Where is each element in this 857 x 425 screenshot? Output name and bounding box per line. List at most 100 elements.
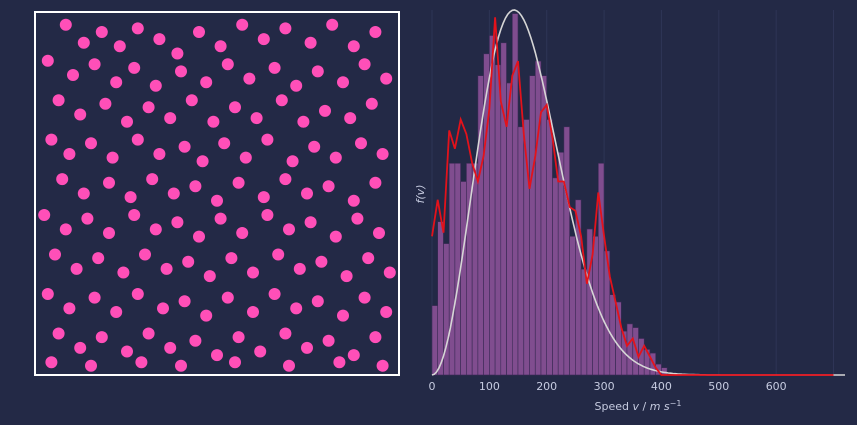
- particle: [160, 262, 173, 275]
- particle: [135, 356, 148, 369]
- histogram-bars: [431, 13, 668, 376]
- particle: [293, 262, 306, 275]
- particle: [283, 223, 295, 236]
- particle: [56, 173, 69, 186]
- particle: [275, 94, 288, 107]
- histogram-bar: [494, 64, 502, 376]
- particle: [369, 26, 382, 38]
- particle: [67, 69, 79, 81]
- particle: [49, 248, 61, 261]
- particle: [131, 288, 144, 300]
- y-axis-label: f(v): [414, 185, 427, 204]
- particle: [74, 108, 87, 121]
- particle: [131, 133, 144, 146]
- particle: [369, 331, 382, 344]
- particle: [52, 327, 65, 340]
- particle: [286, 155, 299, 168]
- particle: [257, 33, 270, 46]
- particle: [337, 76, 349, 89]
- particle: [232, 176, 245, 189]
- particle: [41, 54, 54, 67]
- particle: [45, 356, 58, 369]
- particle: [128, 61, 141, 74]
- particle: [182, 255, 195, 268]
- particle: [171, 216, 184, 229]
- histogram-bar: [517, 126, 524, 376]
- histogram-bar: [546, 119, 553, 376]
- particle: [290, 302, 303, 315]
- particle: [45, 133, 58, 146]
- particle: [279, 22, 292, 35]
- particle: [189, 180, 202, 193]
- particle: [200, 76, 213, 89]
- particle: [178, 295, 191, 308]
- particle: [344, 112, 357, 125]
- x-tick-labels: 0 100 200 300 400 500 600: [429, 380, 787, 393]
- particle: [139, 248, 151, 261]
- particle: [59, 223, 72, 236]
- particle: [218, 137, 231, 150]
- particle: [311, 295, 324, 308]
- particle: [283, 359, 295, 372]
- particle: [164, 112, 177, 125]
- particle: [157, 302, 169, 315]
- particle: [319, 104, 331, 117]
- particle: [308, 140, 321, 153]
- particle: [365, 97, 378, 110]
- particle: [301, 187, 313, 200]
- particle: [221, 58, 234, 71]
- particle: [355, 137, 367, 150]
- particle: [362, 252, 375, 265]
- histogram-bar: [586, 228, 593, 376]
- particle: [193, 26, 205, 38]
- particle: [121, 115, 133, 128]
- histogram-bar: [557, 152, 565, 376]
- particle: [214, 40, 227, 53]
- particle: [380, 306, 393, 318]
- particle: [70, 262, 83, 275]
- particle: [131, 22, 144, 35]
- particle: [196, 155, 209, 168]
- particle: [254, 345, 267, 358]
- particle-box-panel: [34, 11, 400, 376]
- particle: [304, 216, 317, 229]
- particle: [214, 212, 227, 225]
- particle: [41, 288, 54, 300]
- particle-box-frame: [34, 11, 400, 376]
- particle: [380, 72, 393, 85]
- particle: [77, 187, 90, 200]
- particle: [250, 112, 263, 125]
- particle: [268, 61, 281, 74]
- particle: [81, 212, 94, 225]
- x-tick-label: 200: [536, 380, 557, 393]
- particle: [257, 191, 270, 204]
- particle: [329, 151, 342, 164]
- particle: [164, 341, 177, 354]
- histogram-bar: [540, 75, 547, 376]
- particles-layer: [38, 18, 396, 372]
- particle: [369, 176, 382, 189]
- particle: [225, 252, 238, 265]
- particle: [272, 248, 285, 261]
- particle: [124, 191, 137, 204]
- particle: [247, 306, 259, 318]
- particle: [85, 137, 97, 150]
- particle: [322, 180, 335, 193]
- particle: [358, 291, 371, 304]
- particle: [149, 223, 162, 236]
- particle: [239, 151, 252, 164]
- particle: [383, 266, 396, 279]
- speed-histogram-panel: 0 100 200 300 400 500 600 Speed v / m s−1 f(v): [414, 9, 845, 413]
- particle: [106, 151, 119, 164]
- particle: [149, 79, 162, 92]
- x-tick-label: 100: [479, 380, 500, 393]
- particle: [52, 94, 65, 107]
- particle: [103, 176, 115, 189]
- histogram-bar: [580, 268, 588, 376]
- particle: [376, 359, 389, 372]
- particle: [153, 148, 166, 160]
- particle: [229, 356, 241, 369]
- particle: [153, 33, 166, 46]
- particle: [279, 173, 292, 186]
- x-tick-label: 300: [594, 380, 615, 393]
